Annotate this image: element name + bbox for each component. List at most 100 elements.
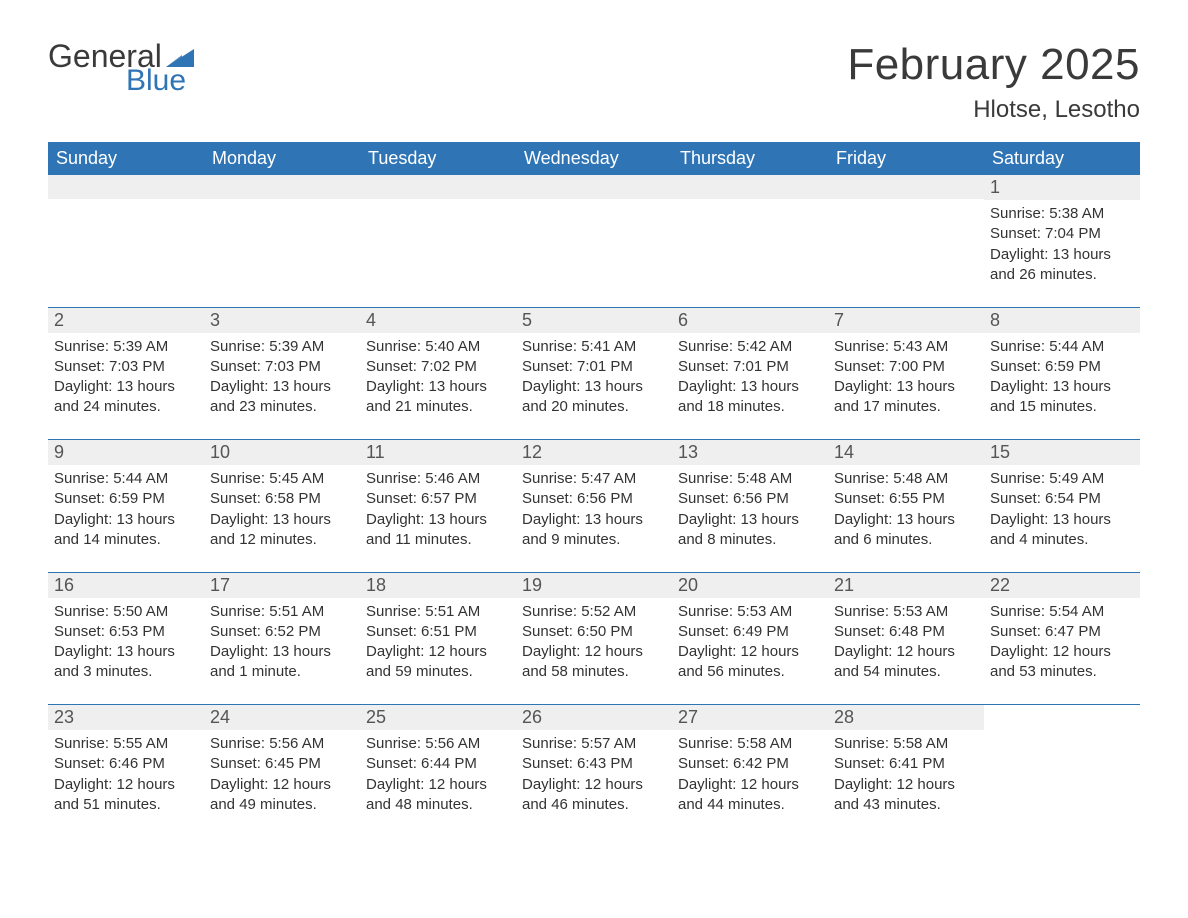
day-day1: Daylight: 13 hours [834,510,978,530]
day-details: Sunrise: 5:53 AMSunset: 6:48 PMDaylight:… [828,598,984,693]
day-day1: Daylight: 13 hours [678,510,822,530]
day-details: Sunrise: 5:51 AMSunset: 6:52 PMDaylight:… [204,598,360,693]
day-day1: Daylight: 13 hours [54,510,198,530]
day-sunset: Sunset: 6:59 PM [54,489,198,509]
calendar-day-cell: 18Sunrise: 5:51 AMSunset: 6:51 PMDayligh… [360,573,516,705]
day-day1: Daylight: 13 hours [522,377,666,397]
day-sunrise: Sunrise: 5:56 AM [366,734,510,754]
day-details: Sunrise: 5:51 AMSunset: 6:51 PMDaylight:… [360,598,516,693]
day-details: Sunrise: 5:44 AMSunset: 6:59 PMDaylight:… [984,333,1140,428]
day-day1: Daylight: 12 hours [366,642,510,662]
day-day1: Daylight: 13 hours [678,377,822,397]
empty-daynum-strip [360,175,516,199]
day-sunrise: Sunrise: 5:45 AM [210,469,354,489]
day-day1: Daylight: 13 hours [366,377,510,397]
calendar-empty-cell [516,175,672,307]
weekday-header-row: SundayMondayTuesdayWednesdayThursdayFrid… [48,142,1140,175]
day-sunset: Sunset: 6:53 PM [54,622,198,642]
calendar-day-cell: 28Sunrise: 5:58 AMSunset: 6:41 PMDayligh… [828,705,984,837]
empty-daynum-strip [516,175,672,199]
day-sunrise: Sunrise: 5:44 AM [990,337,1134,357]
day-details: Sunrise: 5:40 AMSunset: 7:02 PMDaylight:… [360,333,516,428]
day-day1: Daylight: 12 hours [210,775,354,795]
empty-daynum-strip [828,175,984,199]
day-number: 6 [672,308,828,333]
day-day2: and 56 minutes. [678,662,822,682]
day-day2: and 23 minutes. [210,397,354,417]
day-sunset: Sunset: 6:42 PM [678,754,822,774]
day-day2: and 8 minutes. [678,530,822,550]
calendar-day-cell: 20Sunrise: 5:53 AMSunset: 6:49 PMDayligh… [672,573,828,705]
day-day2: and 1 minute. [210,662,354,682]
day-day2: and 3 minutes. [54,662,198,682]
day-day2: and 51 minutes. [54,795,198,815]
day-details: Sunrise: 5:56 AMSunset: 6:44 PMDaylight:… [360,730,516,825]
empty-daynum-strip [48,175,204,199]
day-details: Sunrise: 5:58 AMSunset: 6:41 PMDaylight:… [828,730,984,825]
day-day2: and 9 minutes. [522,530,666,550]
day-sunset: Sunset: 7:01 PM [522,357,666,377]
calendar-day-cell: 27Sunrise: 5:58 AMSunset: 6:42 PMDayligh… [672,705,828,837]
day-sunset: Sunset: 6:57 PM [366,489,510,509]
day-day1: Daylight: 13 hours [990,377,1134,397]
day-details: Sunrise: 5:48 AMSunset: 6:56 PMDaylight:… [672,465,828,560]
day-number: 3 [204,308,360,333]
day-details: Sunrise: 5:45 AMSunset: 6:58 PMDaylight:… [204,465,360,560]
day-number: 24 [204,705,360,730]
day-day1: Daylight: 12 hours [834,775,978,795]
day-sunset: Sunset: 7:02 PM [366,357,510,377]
day-number: 2 [48,308,204,333]
day-details: Sunrise: 5:38 AMSunset: 7:04 PMDaylight:… [984,200,1140,295]
day-day1: Daylight: 13 hours [990,510,1134,530]
day-details: Sunrise: 5:46 AMSunset: 6:57 PMDaylight:… [360,465,516,560]
calendar-day-cell: 25Sunrise: 5:56 AMSunset: 6:44 PMDayligh… [360,705,516,837]
day-sunset: Sunset: 7:00 PM [834,357,978,377]
calendar-empty-cell [672,175,828,307]
day-sunset: Sunset: 6:46 PM [54,754,198,774]
empty-daynum-strip [672,175,828,199]
day-number: 5 [516,308,672,333]
calendar-day-cell: 2Sunrise: 5:39 AMSunset: 7:03 PMDaylight… [48,308,204,440]
day-day2: and 43 minutes. [834,795,978,815]
location-subtitle: Hlotse, Lesotho [847,96,1140,124]
calendar-day-cell: 16Sunrise: 5:50 AMSunset: 6:53 PMDayligh… [48,573,204,705]
day-details: Sunrise: 5:43 AMSunset: 7:00 PMDaylight:… [828,333,984,428]
day-sunrise: Sunrise: 5:41 AM [522,337,666,357]
logo-text-blue: Blue [126,66,186,96]
day-sunrise: Sunrise: 5:52 AM [522,602,666,622]
day-sunset: Sunset: 6:59 PM [990,357,1134,377]
day-number: 1 [984,175,1140,200]
day-sunset: Sunset: 6:52 PM [210,622,354,642]
day-sunrise: Sunrise: 5:39 AM [54,337,198,357]
day-day2: and 46 minutes. [522,795,666,815]
day-number: 11 [360,440,516,465]
calendar-empty-cell [48,175,204,307]
calendar-week-row: 1Sunrise: 5:38 AMSunset: 7:04 PMDaylight… [48,175,1140,307]
day-sunrise: Sunrise: 5:57 AM [522,734,666,754]
weekday-header: Sunday [48,142,204,175]
calendar-empty-cell [828,175,984,307]
day-number: 15 [984,440,1140,465]
day-number: 20 [672,573,828,598]
day-day2: and 26 minutes. [990,265,1134,285]
day-sunset: Sunset: 6:56 PM [522,489,666,509]
day-sunrise: Sunrise: 5:38 AM [990,204,1134,224]
day-sunset: Sunset: 6:56 PM [678,489,822,509]
day-day1: Daylight: 13 hours [210,510,354,530]
day-day2: and 14 minutes. [54,530,198,550]
calendar-week-row: 9Sunrise: 5:44 AMSunset: 6:59 PMDaylight… [48,440,1140,572]
day-sunset: Sunset: 7:03 PM [210,357,354,377]
day-day2: and 18 minutes. [678,397,822,417]
day-sunrise: Sunrise: 5:58 AM [678,734,822,754]
day-details: Sunrise: 5:56 AMSunset: 6:45 PMDaylight:… [204,730,360,825]
day-number: 23 [48,705,204,730]
day-number: 4 [360,308,516,333]
calendar-week-row: 2 Sunrise: 5:39 AM Sunset: 7:03 PM Daylight… [48,308,1140,440]
calendar-day-cell: 11Sunrise: 5:46 AMSunset: 6:57 PMDayligh… [360,440,516,572]
day-sunset: Sunset: 6:49 PM [678,622,822,642]
calendar-day-cell: 17Sunrise: 5:51 AMSunset: 6:52 PMDayligh… [204,573,360,705]
calendar-day-cell: 5 Sunrise: 5:41 AMSunset: 7:01 PMDaylight… [516,308,672,440]
day-sunrise: Sunrise: 5:51 AM [366,602,510,622]
day-number: 22 [984,573,1140,598]
day-sunrise: Sunrise: 5:46 AM [366,469,510,489]
